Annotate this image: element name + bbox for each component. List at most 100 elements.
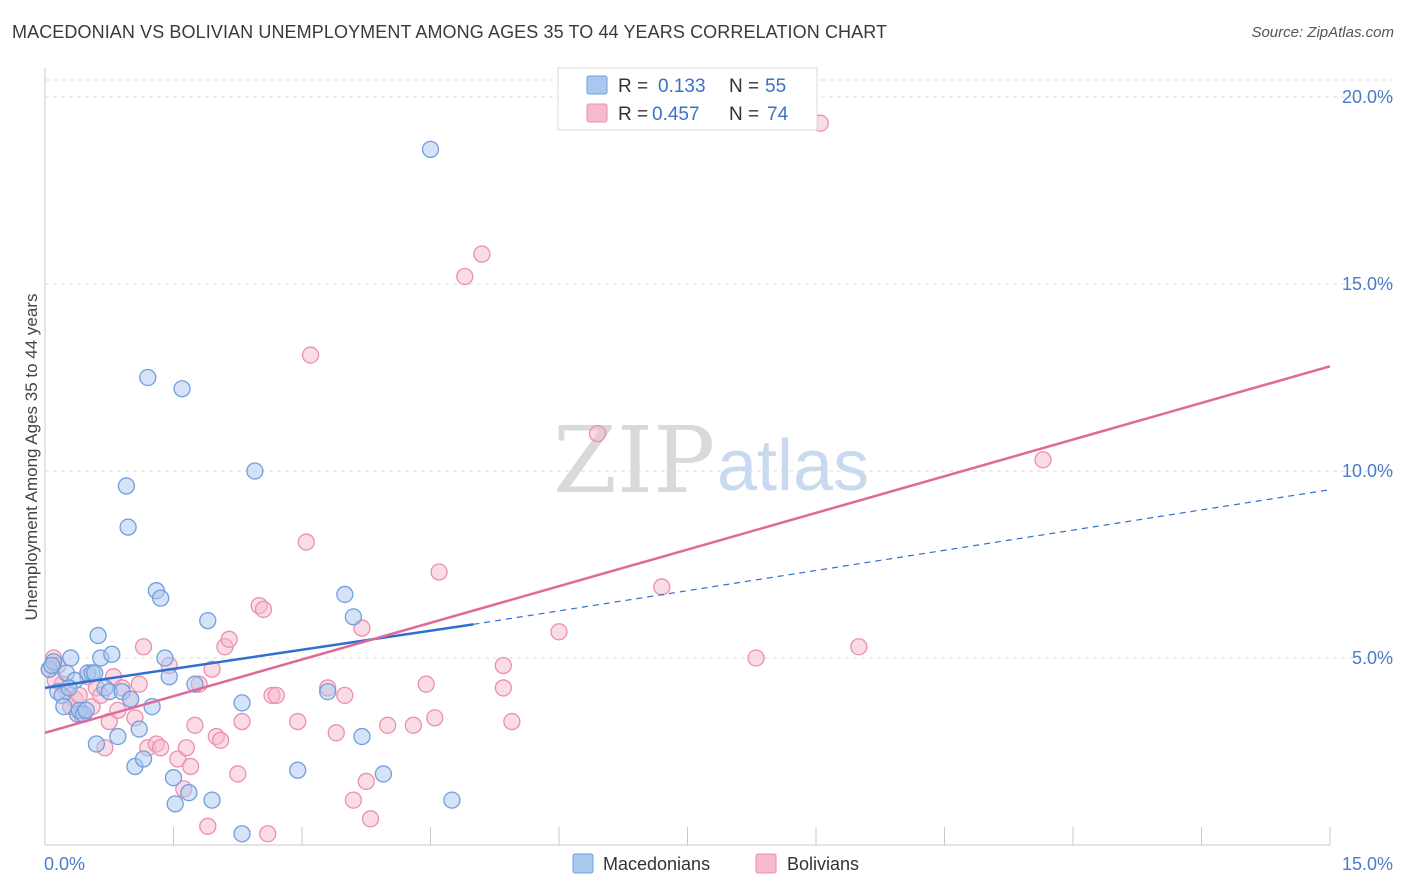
point-bolivians [130, 675, 148, 693]
point-bolivians [134, 638, 153, 656]
point-macedonians [156, 649, 174, 667]
y-axis-label: Unemployment Among Ages 35 to 44 years [22, 294, 41, 621]
bottom-legend-bolivians: Bolivians [787, 854, 859, 874]
watermark-atlas: atlas [717, 426, 869, 506]
legend-r-label-bolivians: R = [618, 104, 648, 125]
point-bolivians [588, 424, 607, 443]
legend-swatch-macedonians [586, 75, 608, 95]
point-bolivians [220, 630, 238, 648]
trend-layer [44, 365, 1331, 735]
point-bolivians [211, 731, 230, 749]
point-bolivians [297, 533, 315, 551]
point-bolivians [181, 757, 200, 776]
point-bolivians [494, 679, 512, 697]
bottom-legend-swatch-macedonians [572, 853, 594, 874]
legend-n-label-bolivians: N = [729, 104, 759, 125]
watermark: ZIP atlas [553, 407, 869, 514]
point-bolivians [233, 712, 251, 731]
grid-layer [45, 79, 1395, 659]
point-macedonians [134, 750, 153, 768]
point-bolivians [151, 739, 170, 757]
point-macedonians [336, 585, 354, 604]
bottom-legend-macedonians: Macedonians [603, 854, 710, 874]
point-bolivians [404, 716, 423, 734]
trend-line-bolivians [44, 365, 1331, 735]
point-bolivians [344, 791, 363, 809]
tick-labels: 5.0% 10.0% 15.0% 20.0% 0.0% 15.0% [44, 87, 1393, 874]
point-macedonians [103, 645, 121, 663]
legend-n-value-macedonians: 55 [765, 76, 786, 97]
point-macedonians [117, 477, 136, 495]
x-tick-label: 0.0% [44, 854, 85, 874]
point-macedonians [344, 608, 363, 626]
watermark-zip: ZIP [553, 407, 715, 514]
y-tick-label: 5.0% [1352, 648, 1393, 668]
point-bolivians [653, 578, 671, 596]
point-macedonians [173, 380, 191, 398]
point-macedonians [89, 626, 107, 645]
point-bolivians [259, 825, 277, 843]
point-bolivians [254, 600, 273, 619]
point-macedonians [166, 795, 184, 813]
point-bolivians [379, 716, 397, 734]
point-macedonians [62, 649, 80, 667]
point-macedonians [77, 701, 95, 720]
point-bolivians [426, 709, 444, 727]
point-bolivians [494, 656, 512, 675]
trend-line-macedonians [44, 623, 474, 690]
point-macedonians [353, 727, 371, 746]
point-bolivians [267, 686, 285, 705]
y-tick-label: 20.0% [1342, 87, 1393, 107]
point-macedonians [233, 694, 251, 712]
trend-line-macedonians-extension [473, 489, 1331, 625]
point-macedonians [203, 791, 221, 809]
point-macedonians [443, 791, 461, 809]
bottom-legend: Macedonians Bolivians [572, 853, 859, 874]
legend-r-value-macedonians: 0.133 [658, 76, 706, 97]
point-bolivians [301, 346, 320, 364]
point-bolivians [289, 712, 307, 731]
chart-title: MACEDONIAN VS BOLIVIAN UNEMPLOYMENT AMON… [12, 22, 888, 42]
point-bolivians [503, 712, 521, 731]
point-macedonians [87, 735, 106, 753]
point-macedonians [233, 825, 251, 843]
point-bolivians [747, 649, 765, 667]
point-bolivians [417, 675, 435, 693]
point-macedonians [374, 765, 393, 783]
point-bolivians [361, 810, 380, 828]
point-macedonians [199, 611, 217, 630]
legend-n-label-macedonians: N = [729, 76, 759, 97]
point-bolivians [229, 765, 247, 783]
points-layer [40, 114, 1052, 843]
point-macedonians [180, 783, 198, 802]
bottom-legend-swatch-bolivians [755, 853, 777, 874]
point-macedonians [119, 518, 137, 536]
point-macedonians [122, 690, 140, 708]
point-bolivians [430, 563, 448, 581]
point-macedonians [109, 727, 127, 746]
legend-r-value-bolivians: 0.457 [652, 104, 700, 125]
point-bolivians [336, 686, 354, 705]
legend-r-label-macedonians: R = [618, 76, 648, 97]
point-macedonians [164, 769, 183, 787]
legend-n-value-bolivians: 74 [767, 104, 789, 125]
point-bolivians [186, 716, 204, 734]
point-bolivians [473, 245, 491, 263]
point-macedonians [319, 683, 337, 701]
point-bolivians [456, 267, 474, 286]
source-label: Source: ZipAtlas.com [1251, 24, 1394, 41]
point-macedonians [130, 720, 148, 738]
legend-swatch-bolivians [586, 103, 608, 123]
point-bolivians [1034, 451, 1052, 469]
point-bolivians [177, 739, 196, 757]
top-legend: R = 0.133 N = 55 R = 0.457 N = 74 [557, 67, 818, 131]
point-macedonians [151, 589, 170, 607]
point-bolivians [327, 724, 345, 742]
axes-layer [44, 68, 1331, 846]
point-macedonians [43, 656, 61, 675]
point-bolivians [850, 638, 868, 656]
point-bolivians [550, 623, 568, 641]
y-tick-label: 10.0% [1342, 461, 1393, 481]
point-bolivians [357, 772, 375, 791]
